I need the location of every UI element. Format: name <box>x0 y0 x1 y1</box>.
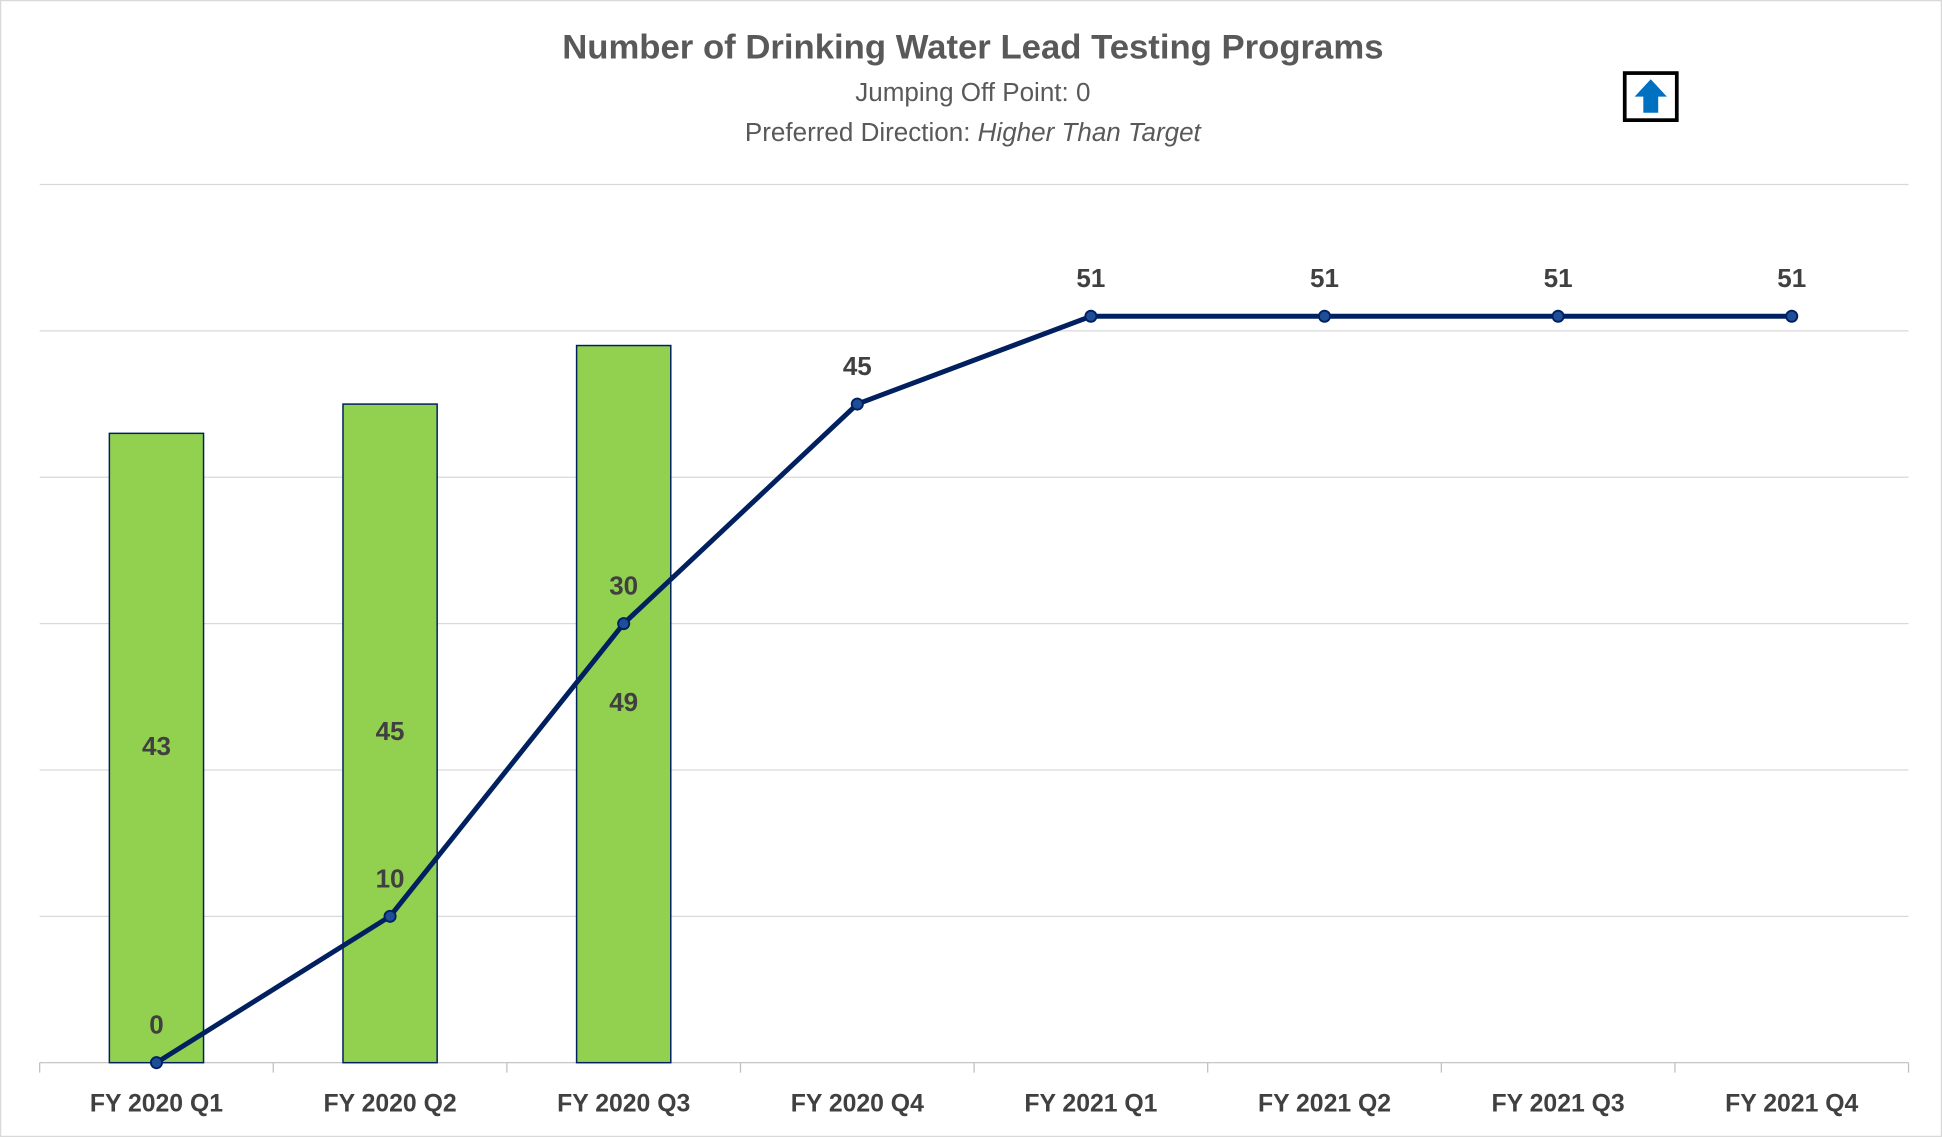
target-point <box>1084 309 1098 323</box>
bar-value-label: 49 <box>609 687 638 717</box>
chart-subtitle: Jumping Off Point: 0 <box>855 77 1090 107</box>
bar <box>342 403 438 1064</box>
subtitle-prefix: Preferred Direction: <box>745 117 978 147</box>
subtitle-emphasis: Higher Than Target <box>978 117 1203 147</box>
line-value-label: 0 <box>149 1010 163 1040</box>
x-tick-label: FY 2020 Q2 <box>324 1090 457 1117</box>
target-point <box>850 397 864 411</box>
line-value-label: 51 <box>1777 263 1806 293</box>
line-value-label: 30 <box>609 571 638 601</box>
target-point <box>1551 309 1565 323</box>
target-point <box>383 909 397 923</box>
x-tick-label: FY 2021 Q4 <box>1725 1090 1858 1117</box>
line-value-label: 51 <box>1310 263 1339 293</box>
bar-value-label: 43 <box>142 731 171 761</box>
x-tick-label: FY 2021 Q2 <box>1258 1090 1391 1117</box>
line-value-label: 51 <box>1076 263 1105 293</box>
line-value-label: 45 <box>843 351 872 381</box>
bar <box>575 344 672 1064</box>
x-tick-label: FY 2020 Q3 <box>557 1090 690 1117</box>
x-tick-label: FY 2020 Q1 <box>90 1090 223 1117</box>
target-point <box>149 1056 163 1070</box>
bar-value-label: 45 <box>376 716 405 746</box>
line-value-label: 51 <box>1544 263 1573 293</box>
x-tick-label: FY 2021 Q3 <box>1492 1090 1625 1117</box>
x-tick-label: FY 2020 Q4 <box>791 1090 924 1117</box>
target-point <box>617 617 631 631</box>
chart-subtitle: Preferred Direction: Higher Than Target <box>745 117 1203 147</box>
target-point <box>1785 309 1799 323</box>
target-point <box>1318 309 1332 323</box>
line-value-label: 10 <box>376 863 405 893</box>
target-line <box>155 313 1792 1065</box>
x-tick-label: FY 2021 Q1 <box>1024 1090 1157 1117</box>
direction-icon <box>1622 71 1679 122</box>
chart-title: Number of Drinking Water Lead Testing Pr… <box>562 29 1383 67</box>
